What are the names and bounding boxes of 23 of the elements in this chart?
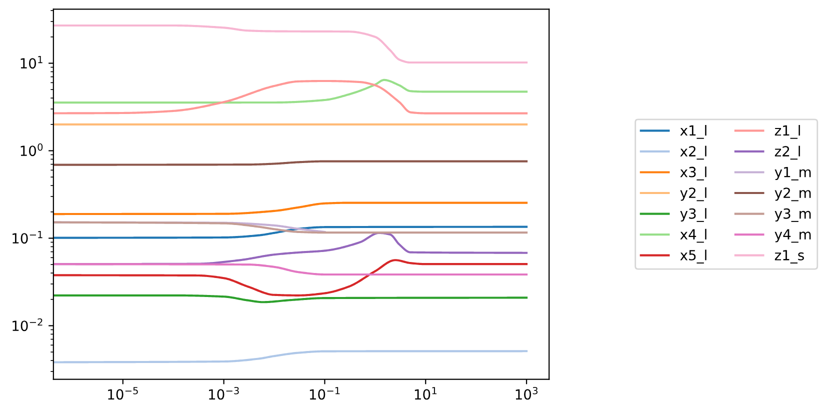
x-tick-label: 10$^{−3}$ bbox=[209, 386, 239, 400]
legend-label: y4_m bbox=[774, 229, 811, 243]
legend-label: x1_l bbox=[680, 125, 706, 139]
legend-label: y2_l bbox=[680, 187, 706, 202]
legend-label: z2_l bbox=[774, 146, 800, 160]
legend-label: x4_l bbox=[680, 228, 706, 243]
y-tick-label: 10$^{1}$ bbox=[20, 56, 42, 69]
legend-label: y2_m bbox=[774, 188, 811, 202]
legend-label: z1_s bbox=[774, 250, 804, 264]
x-tick-label: 10$^{−1}$ bbox=[310, 387, 340, 400]
legend-label: x5_l bbox=[680, 250, 706, 264]
y-tick-label: 10$^{−2}$ bbox=[12, 318, 42, 332]
legend-label: y3_m bbox=[774, 208, 811, 222]
legend-label: x3_l bbox=[680, 166, 706, 180]
legend-label: y1_m bbox=[774, 166, 811, 180]
x-tick-label: 10$^{3}$ bbox=[516, 386, 538, 400]
x-tick-label: 10$^{1}$ bbox=[414, 387, 436, 400]
legend-label: x2_l bbox=[680, 146, 706, 160]
x-tick-label: 10$^{−5}$ bbox=[108, 387, 138, 400]
y-tick-label: 10$^{−1}$ bbox=[12, 230, 42, 244]
y-tick-label: 10$^{0}$ bbox=[20, 143, 43, 156]
legend-label: y3_l bbox=[680, 208, 706, 222]
legend-label: z1_l bbox=[774, 125, 800, 139]
